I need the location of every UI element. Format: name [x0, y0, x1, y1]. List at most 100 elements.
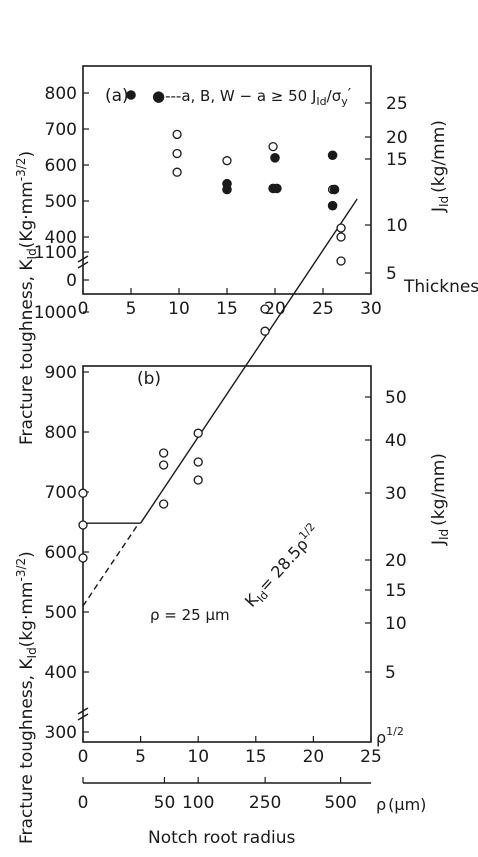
panel-a-xtick-label: 25 — [312, 299, 334, 319]
panel-b-ytick-label: 400 — [45, 663, 77, 683]
fit-label-tail: = 28.5ρ — [255, 535, 312, 595]
panel-b-xtick-label: 0 — [78, 747, 89, 767]
x2-axis-variable: ρ (μm) — [376, 795, 426, 814]
x-axis-var-sup: 1/2 — [386, 725, 404, 738]
panel-b-ylabel-right-main: J — [429, 540, 449, 546]
panel-a-ylabel-right-sub: Id — [437, 196, 451, 207]
x-axis-var-rho: ρ — [376, 728, 386, 747]
panel-a-ytick-label: 500 — [45, 192, 77, 212]
panel-a-filled-point — [329, 184, 340, 195]
panel-b-open-point — [78, 520, 88, 530]
panel-b-x2tick-label: 50 — [154, 793, 176, 813]
panel-a-label: (a) — [105, 86, 129, 106]
panel-a-open-point — [268, 141, 278, 152]
panel-b-ytick-label: 700 — [45, 483, 77, 503]
panel-b-x2tick-label: 100 — [182, 793, 214, 813]
panel-b-open-point — [260, 326, 270, 336]
panel-b-ytick-right-label: 40 — [385, 431, 407, 451]
panel-b-open-point — [158, 499, 169, 509]
panel-b-xtick-label: 15 — [245, 747, 267, 767]
panel-b-ytick-right-label: 30 — [385, 484, 407, 504]
panel-a-ylabel-right: JId (kg/mm) — [429, 120, 451, 213]
panel-a-filled-point — [272, 183, 282, 194]
panel-a-open-point — [172, 129, 182, 140]
panel-a-filled-point — [327, 200, 338, 211]
panel-a-ylabel-close: ) — [17, 151, 37, 158]
panel-a-ylabel-main: Fracture toughness, K — [17, 259, 37, 445]
panel-a-xtick-label: 5 — [126, 299, 137, 319]
panel-a-filled-point — [327, 150, 338, 161]
x2-axis-var-rho: ρ — [376, 795, 386, 814]
fit-extrapolation-dashed — [82, 522, 140, 607]
panel-b-open-point — [336, 232, 346, 242]
panel-b-lines — [82, 198, 358, 607]
panel-b-xtick-label: 5 — [135, 747, 146, 767]
panel-b-xlabel: Notch root radius — [148, 828, 295, 848]
panel-a-xlabel: Thickness(mm) — [403, 277, 478, 297]
panel-b-open-point — [78, 553, 88, 563]
panel-b-x2tick-label: 0 — [78, 793, 89, 813]
panel-b-x2tick-label: 500 — [324, 793, 356, 813]
legend-tail2: ′ — [348, 85, 352, 103]
panel-b-open-point — [193, 475, 203, 485]
panel-a-points — [126, 90, 340, 211]
panel-a-ytick-label: 600 — [45, 156, 77, 176]
panel-b-frame — [82, 365, 372, 743]
legend-tail: /σ — [327, 87, 342, 105]
panel-b-label: (b) — [137, 369, 161, 389]
panel-a-filled-point — [222, 184, 232, 195]
panel-a-ytick-label: 800 — [45, 84, 77, 104]
panel-a-xtick-label: 10 — [168, 299, 190, 319]
fit-equation-label: KId= 28.5ρ1/2 — [239, 520, 326, 612]
panel-b-ylabel-sup: -3/2 — [14, 558, 28, 582]
panel-b-points — [78, 223, 346, 563]
panel-b-open-point — [158, 460, 169, 470]
panel-b-ylabel-right-unit: (kg/mm) — [429, 453, 449, 526]
panel-a-ytick-right-label: 15 — [386, 150, 408, 170]
panel-b-ytick-right-label: 10 — [385, 614, 407, 634]
panel-b-ytick-label: 1100 — [34, 243, 77, 263]
panel-b-ytick-right-label: 20 — [385, 551, 407, 571]
panel-b-open-point — [336, 256, 346, 266]
panel-a-open-point — [172, 167, 182, 177]
legend-sub2: y — [341, 95, 348, 108]
panel-a-open-point — [172, 148, 182, 159]
panel-b-ylabel-unit: (kg·mm — [17, 582, 37, 648]
panel-b-ytick-label: 1000 — [34, 303, 77, 323]
panel-a-ytick-right-label: 20 — [386, 128, 408, 148]
panel-b-xtick-label: 20 — [303, 747, 325, 767]
panel-b-ylabel-sub: Id — [25, 647, 39, 658]
panel-b-open-point — [193, 428, 203, 438]
panel-b-open-point — [78, 488, 88, 498]
panel-b-ticks: 0 5 10 15 20 25300400500600700800900100011005… — [34, 243, 407, 813]
panel-a-filled-point — [270, 153, 280, 163]
panel-a-ylabel-right-unit: (kg/mm) — [429, 120, 449, 193]
panel-b-ylabel-close: ) — [17, 551, 37, 558]
legend-marker — [126, 90, 136, 100]
panel-b-ytick-label: 900 — [45, 363, 77, 383]
rho-annotation: ρ = 25 μm — [150, 606, 230, 624]
panel-a-ytick-label: 700 — [45, 120, 77, 140]
panel-b-ytick-label: 500 — [45, 603, 77, 623]
panel-b-open-point — [158, 448, 169, 458]
panel-a: (a) ●---a, B, W − a ≥ 50 JId/σy′ Thickne… — [14, 65, 478, 445]
legend-sub: Id — [316, 95, 326, 108]
panel-a-ylabel: Fracture toughness, KId(Kg·mm-3/2) — [14, 151, 39, 445]
panel-b-xtick-label: 25 — [360, 747, 382, 767]
panel-a-open-point — [222, 156, 232, 166]
panel-b-ylabel: Fracture toughness, KId(kg·mm-3/2) — [14, 551, 39, 844]
panel-b-ylabel-main: Fracture toughness, K — [17, 658, 37, 844]
panel-b: (b) Fracture toughness, KId(kg·mm-3/2) J… — [14, 198, 451, 848]
panel-b-xtick-label: 10 — [187, 747, 209, 767]
panel-a-ylabel-unit: (Kg·mm — [17, 181, 37, 248]
panel-b-x2tick-label: 250 — [249, 793, 281, 813]
x2-axis-var-unit: (μm) — [388, 795, 426, 814]
panel-a-legend: ●---a, B, W − a ≥ 50 JId/σy′ — [152, 85, 352, 108]
panel-b-ytick-label: 800 — [45, 423, 77, 443]
x-axis-variable: ρ1/2 — [376, 725, 404, 747]
panel-b-ylabel-right-sub: Id — [437, 529, 451, 540]
panel-a-xtick-label: 15 — [216, 299, 238, 319]
legend-text: ●---a, B, W − a ≥ 50 J — [152, 87, 316, 105]
